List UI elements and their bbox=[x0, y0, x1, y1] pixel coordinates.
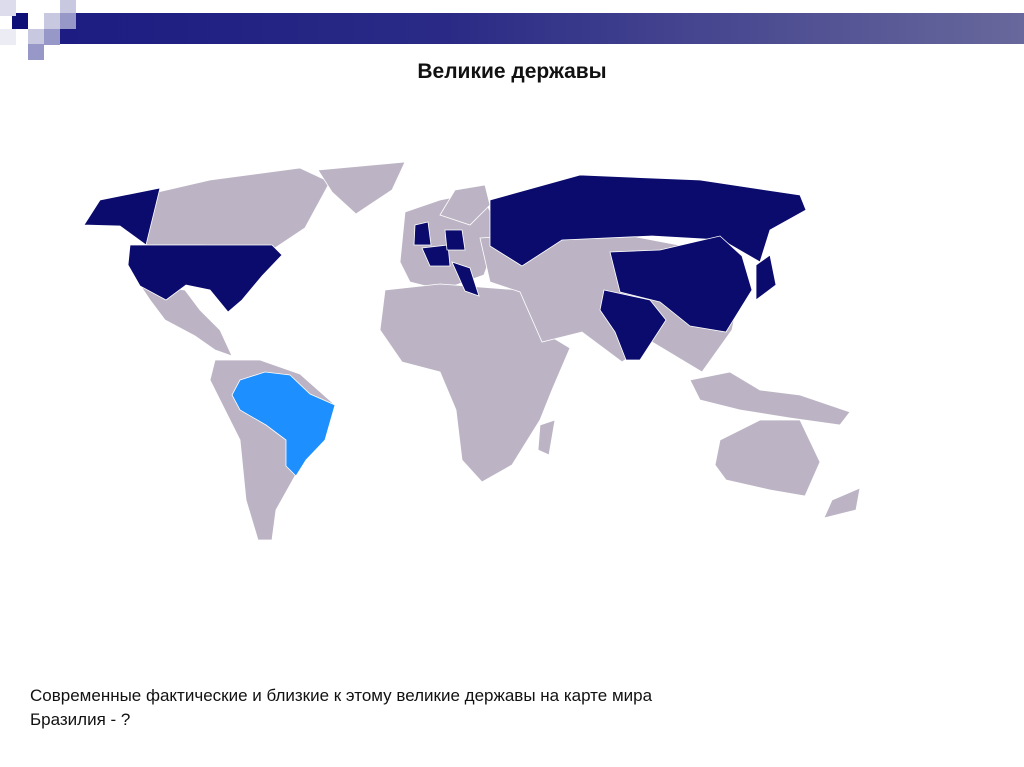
italy bbox=[451, 261, 480, 297]
new-zealand bbox=[823, 487, 861, 519]
canada bbox=[144, 167, 331, 251]
usa bbox=[127, 244, 283, 313]
decoration-square bbox=[60, 13, 76, 29]
decoration-square bbox=[60, 0, 76, 16]
header-decoration-bar bbox=[60, 13, 1024, 44]
decoration-square bbox=[44, 13, 60, 29]
decoration-square bbox=[28, 44, 44, 60]
decoration-square bbox=[28, 29, 44, 45]
japan bbox=[755, 254, 777, 301]
madagascar bbox=[537, 419, 556, 456]
greenland bbox=[317, 161, 406, 215]
france bbox=[421, 244, 451, 267]
india bbox=[599, 289, 667, 361]
decoration-square bbox=[0, 29, 16, 45]
alaska bbox=[83, 187, 161, 246]
australia bbox=[714, 419, 821, 497]
united-kingdom bbox=[413, 221, 432, 246]
scandinavia bbox=[439, 184, 491, 226]
slide-title: Великие державы bbox=[417, 60, 607, 83]
decoration-square bbox=[44, 29, 60, 45]
mexico-central-america bbox=[139, 284, 233, 357]
slide-caption: Современные фактические и близкие к этом… bbox=[30, 684, 652, 732]
china bbox=[609, 235, 753, 333]
germany bbox=[444, 229, 466, 251]
caption-line-1: Современные фактические и близкие к этом… bbox=[30, 686, 653, 705]
great-powers bbox=[83, 174, 807, 361]
southeast-asia-islands bbox=[689, 371, 851, 426]
decoration-square bbox=[0, 0, 16, 16]
decoration-square bbox=[12, 13, 28, 29]
brazil bbox=[231, 371, 336, 477]
caption-line-2: Бразилия - ? bbox=[30, 710, 131, 729]
